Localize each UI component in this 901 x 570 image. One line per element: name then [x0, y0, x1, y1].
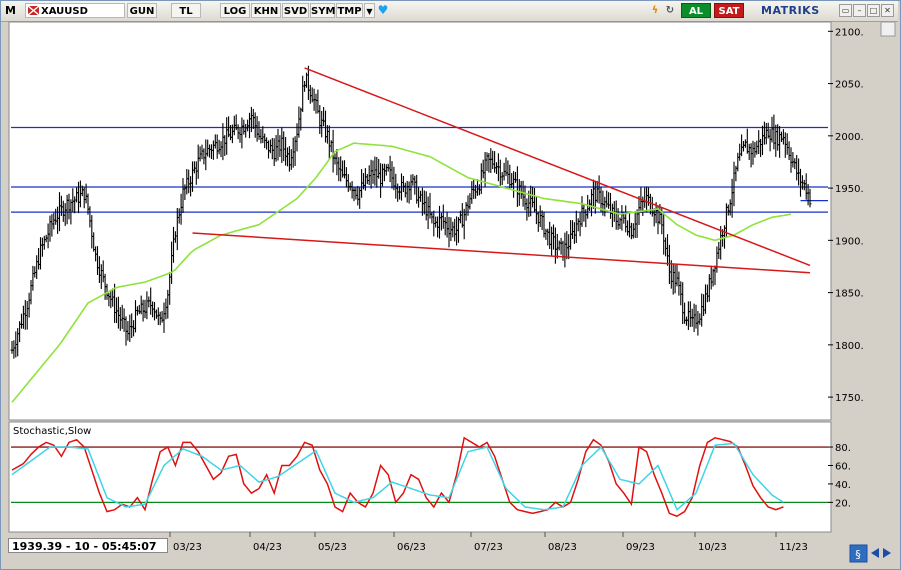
twitter-bird-icon[interactable]: ♥	[377, 3, 389, 17]
matriks-logo: MATRIKS	[761, 4, 820, 17]
stochastic-pane	[8, 421, 832, 533]
status-readout: 1939.39 - 10 - 05:45:07	[8, 538, 168, 553]
price-tick-label: 1800.	[835, 341, 864, 352]
stochastic-tick-label: 60.	[835, 461, 851, 472]
date-tick-label: 11/23	[779, 542, 808, 553]
price-tick-label: 1900.	[835, 236, 864, 247]
template-button[interactable]: TMP	[336, 3, 363, 18]
price-tick-label: 2100.	[835, 27, 864, 38]
date-tick-label: 10/23	[698, 542, 727, 553]
stochastic-tick-label: 20.	[835, 498, 851, 509]
support-resistance-levels	[11, 126, 828, 213]
currency-tl-button[interactable]: TL	[171, 3, 201, 18]
date-tick-label: 08/23	[548, 542, 577, 553]
period-gun-button[interactable]: GUN	[127, 3, 157, 18]
chart-toolbar: M XAUUSD GUN TL LOG KHN SVD SYM TMP ▼ ♥ …	[1, 1, 898, 22]
trend-line[interactable]	[304, 67, 811, 267]
template-dropdown-icon[interactable]: ▼	[364, 3, 375, 18]
khn-button[interactable]: KHN	[251, 3, 281, 18]
svd-button[interactable]: SVD	[282, 3, 309, 18]
date-tick-label: 04/23	[253, 542, 282, 553]
trend-lines	[192, 67, 811, 274]
price-tick-label: 2050.	[835, 80, 864, 91]
price-tick-label: 1950.	[835, 184, 864, 195]
sync-button[interactable]	[849, 544, 868, 563]
symbol-text: XAUUSD	[41, 6, 88, 17]
window-options-icon[interactable]: ▭	[839, 4, 852, 17]
scroll-left-icon[interactable]	[871, 548, 879, 558]
refresh-icon[interactable]: ↻	[665, 5, 675, 16]
price-tick-label: 1850.	[835, 289, 864, 300]
date-axis: 03/23 04/23 05/23 06/23 07/23 08/23 09/23 10/23…	[169, 532, 808, 553]
buy-al-button[interactable]: AL	[681, 3, 711, 18]
price-bars	[10, 65, 812, 359]
restore-icon[interactable]: □	[867, 4, 880, 17]
sym-button[interactable]: SYM	[310, 3, 335, 18]
date-tick-label: 03/23	[173, 542, 202, 553]
date-tick-label: 05/23	[318, 542, 347, 553]
ohlc-bar	[808, 188, 812, 208]
price-tick-label: 1750.	[835, 393, 864, 404]
date-tick-label: 06/23	[397, 542, 426, 553]
trend-line[interactable]	[192, 232, 811, 274]
stochastic-k-line	[11, 436, 784, 518]
symbol-flag-icon	[28, 6, 39, 15]
price-axis: 1750. 1800. 1850. 1900. 1950. 2000. 2050. 2100.	[828, 27, 864, 404]
sync-icon: §	[855, 548, 861, 561]
price-tick-label: 2000.	[835, 132, 864, 143]
stochastic-lines	[11, 436, 784, 518]
close-icon[interactable]: ✕	[881, 4, 894, 17]
stochastic-tick-label: 80.	[835, 443, 851, 454]
moving-average	[11, 142, 792, 403]
log-scale-button[interactable]: LOG	[220, 3, 250, 18]
stochastic-tick-label: 40.	[835, 480, 851, 491]
date-tick-label: 09/23	[626, 542, 655, 553]
moving-average-line	[11, 142, 792, 403]
date-tick-label: 07/23	[474, 542, 503, 553]
scroll-right-icon[interactable]	[883, 548, 891, 558]
symbol-field[interactable]: XAUUSD	[25, 3, 125, 18]
m-menu-button[interactable]: M	[5, 4, 16, 17]
flash-icon[interactable]: ϟ	[651, 5, 659, 16]
chart-settings-button[interactable]	[880, 21, 896, 37]
stochastic-title: Stochastic,Slow	[13, 426, 91, 437]
minimize-icon[interactable]: –	[853, 4, 866, 17]
price-pane	[8, 21, 832, 421]
sell-sat-button[interactable]: SAT	[714, 3, 744, 18]
stochastic-d-line	[11, 442, 784, 511]
